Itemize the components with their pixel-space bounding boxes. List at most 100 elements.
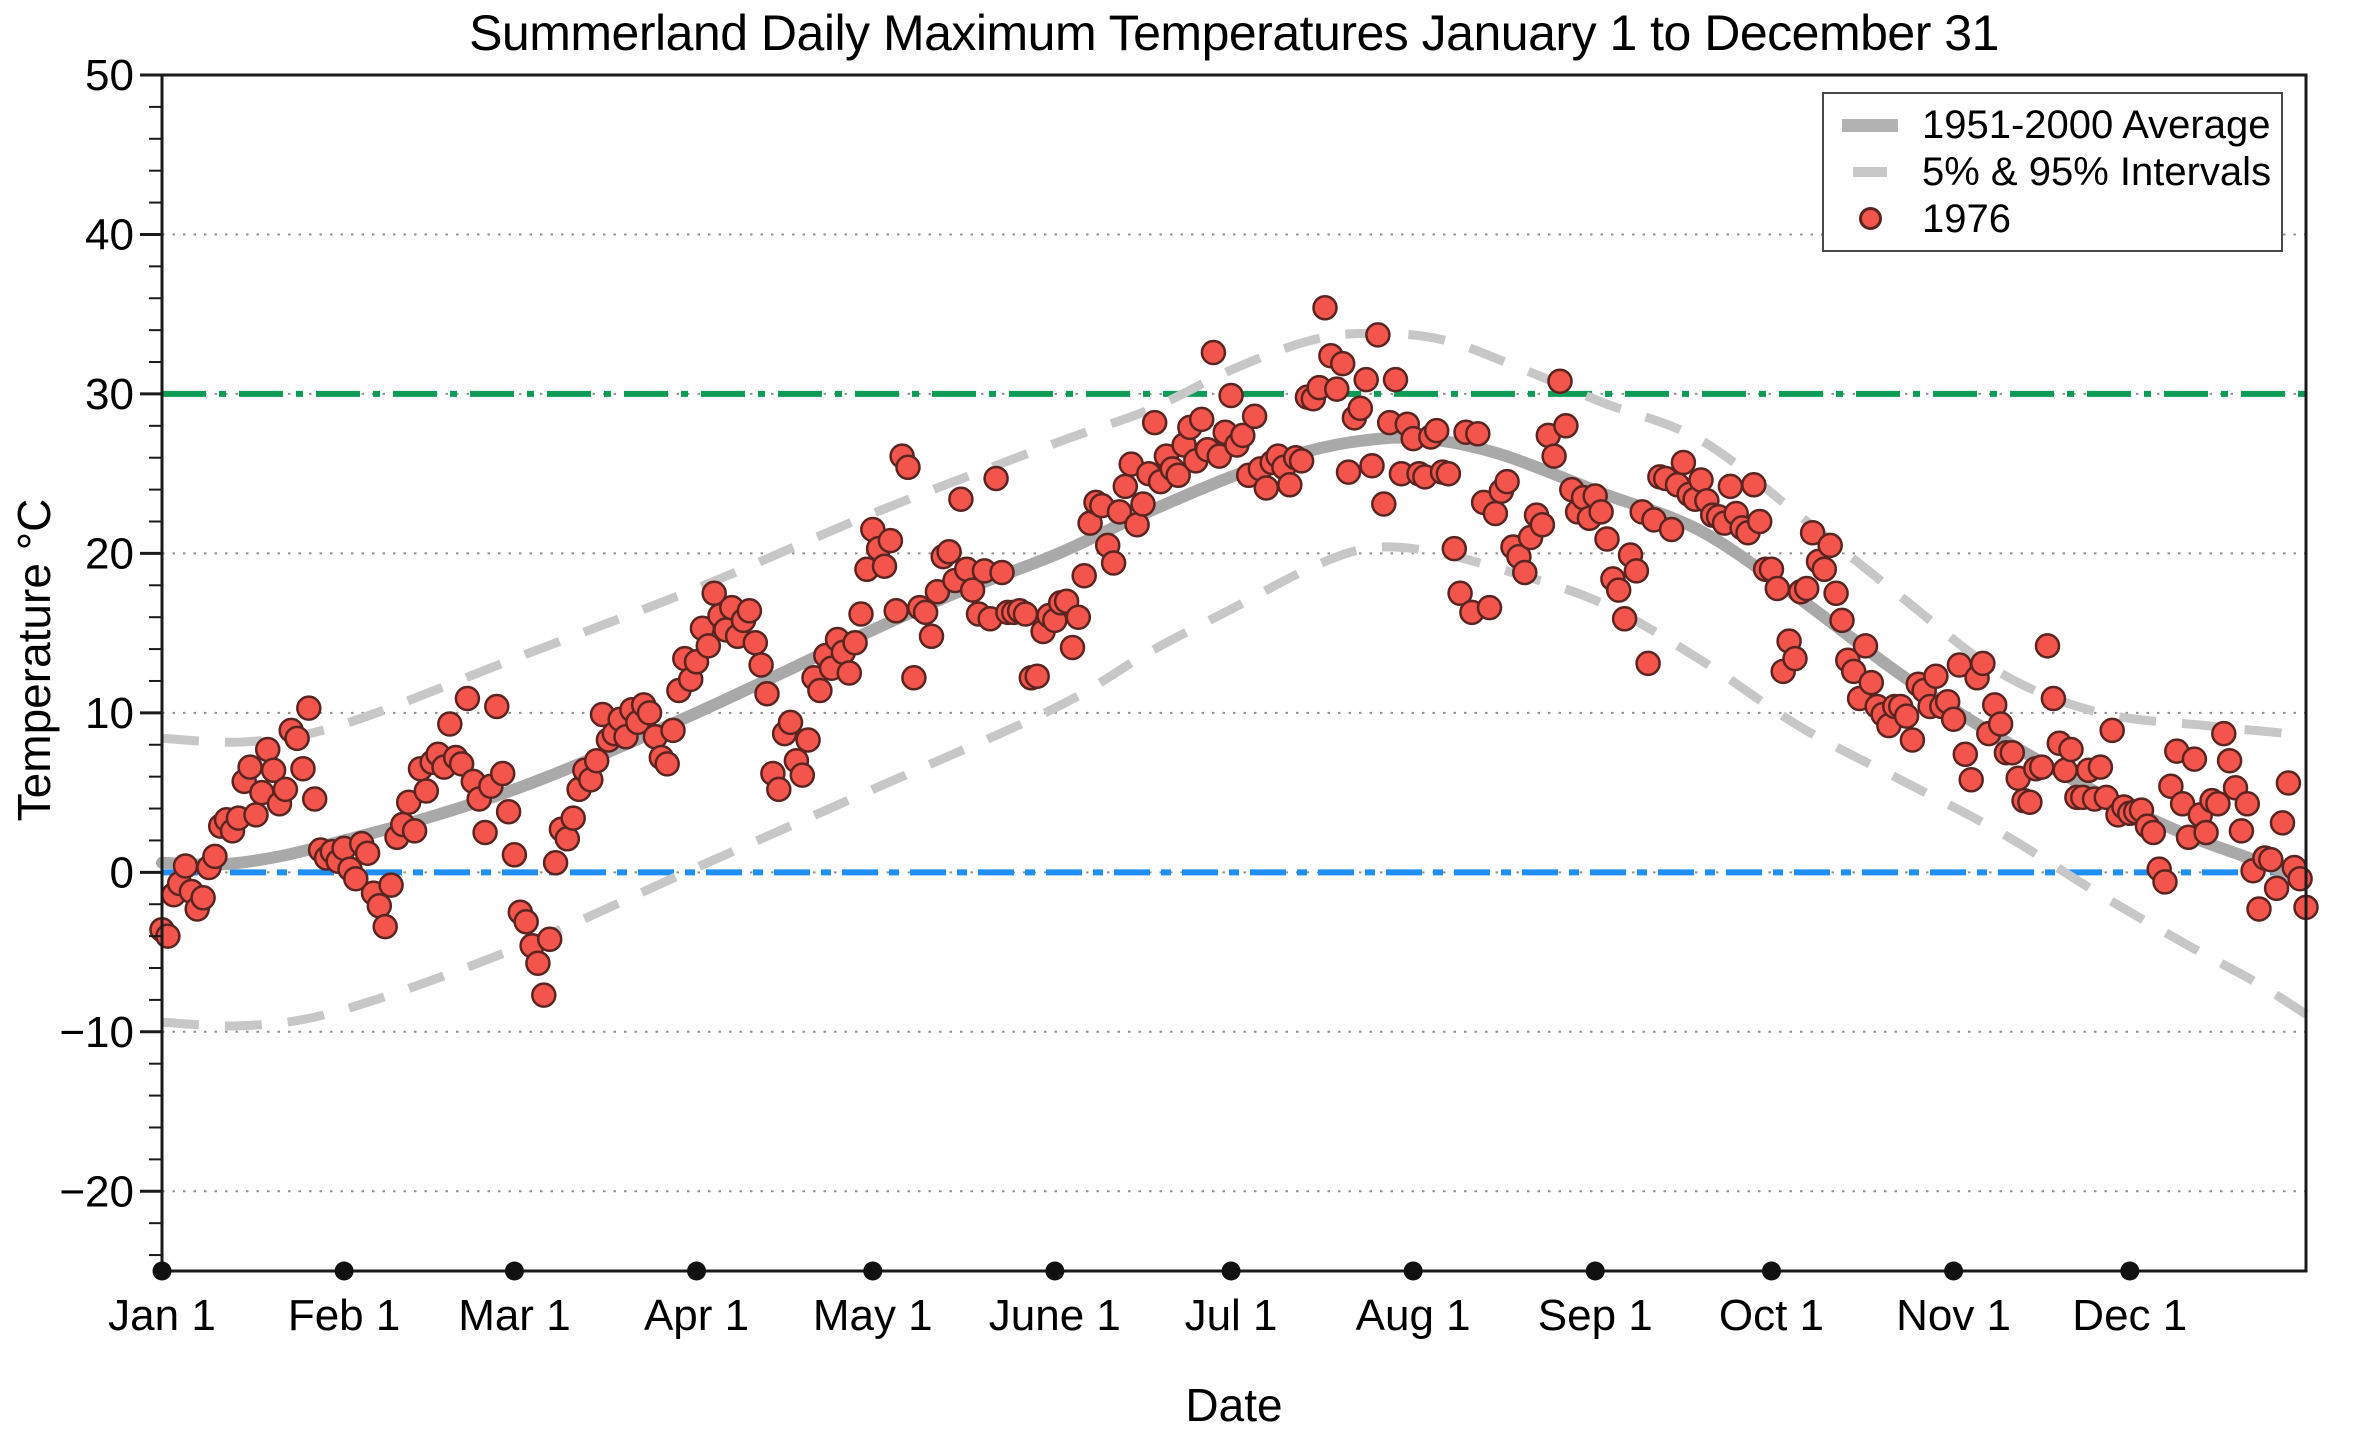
data-point bbox=[1112, 473, 1139, 500]
data-point bbox=[1970, 650, 1996, 677]
month-label: Aug 1 bbox=[1356, 1291, 1471, 1340]
data-point bbox=[1024, 663, 1050, 689]
month-dot bbox=[334, 1261, 354, 1281]
data-point bbox=[1858, 669, 1885, 696]
y-tick-label: 10 bbox=[85, 689, 134, 738]
data-point bbox=[1840, 658, 1867, 685]
data-point bbox=[531, 982, 557, 1008]
data-point bbox=[1100, 550, 1127, 576]
data-point bbox=[983, 465, 1009, 492]
data-point bbox=[1324, 376, 1350, 402]
month-dot bbox=[1403, 1261, 1423, 1281]
data-point bbox=[1476, 594, 1503, 621]
data-point bbox=[172, 853, 199, 879]
data-point bbox=[1059, 634, 1086, 661]
legend-label: 1976 bbox=[1922, 196, 2011, 241]
data-point bbox=[1188, 406, 1215, 433]
data-point bbox=[948, 486, 974, 512]
data-point bbox=[871, 553, 898, 579]
y-axis-title: Temperature °C bbox=[8, 498, 60, 822]
data-point bbox=[1423, 417, 1450, 444]
data-point bbox=[190, 885, 216, 911]
data-point bbox=[366, 893, 393, 919]
legend-box: 1951-2000 Average 5% & 95% Intervals 197… bbox=[1822, 92, 2283, 252]
data-point bbox=[1071, 562, 1097, 589]
data-point bbox=[2211, 720, 2237, 747]
upper-95pct-interval-line bbox=[161, 328, 2307, 747]
data-point bbox=[1529, 511, 1556, 538]
x-axis-title: Date bbox=[1185, 1379, 1283, 1431]
data-point bbox=[301, 786, 328, 812]
y-tick-label: 0 bbox=[110, 848, 134, 897]
data-point bbox=[1218, 382, 1244, 409]
data-point bbox=[1065, 604, 1092, 630]
data-point bbox=[2052, 757, 2078, 784]
data-point bbox=[1200, 339, 1227, 366]
data-point bbox=[484, 693, 510, 720]
data-point bbox=[1512, 559, 1538, 586]
month-label: June 1 bbox=[989, 1291, 1121, 1340]
data-point bbox=[1999, 739, 2026, 766]
data-point bbox=[1353, 366, 1379, 393]
data-point bbox=[1553, 413, 1579, 439]
data-point bbox=[1441, 535, 1468, 562]
data-point bbox=[766, 776, 792, 803]
lower-5pct-interval-line bbox=[161, 542, 2309, 1031]
data-point bbox=[2205, 791, 2231, 817]
data-point bbox=[2263, 875, 2290, 902]
data-point bbox=[272, 776, 299, 803]
data-point bbox=[924, 578, 951, 605]
data-point bbox=[789, 762, 816, 788]
data-point bbox=[1277, 472, 1303, 498]
data-point bbox=[807, 677, 833, 704]
data-point bbox=[1611, 606, 1638, 632]
data-point bbox=[1382, 366, 1409, 393]
y-tick-label: −10 bbox=[59, 1008, 134, 1057]
data-point bbox=[654, 751, 680, 777]
data-point bbox=[989, 559, 1015, 586]
data-point bbox=[1371, 491, 1397, 517]
data-point bbox=[777, 709, 804, 736]
data-point bbox=[401, 818, 428, 844]
month-label: Jul 1 bbox=[1185, 1291, 1278, 1340]
data-point bbox=[237, 754, 263, 780]
data-point bbox=[1359, 452, 1385, 479]
data-point bbox=[284, 725, 310, 752]
data-point bbox=[1329, 350, 1356, 377]
data-point bbox=[1958, 767, 1984, 793]
month-label: Jan 1 bbox=[108, 1291, 216, 1340]
data-point bbox=[2216, 747, 2243, 774]
data-point bbox=[448, 751, 475, 777]
data-point bbox=[2034, 633, 2061, 659]
data-point bbox=[1746, 508, 1773, 535]
chart-title: Summerland Daily Maximum Temperatures Ja… bbox=[469, 5, 1999, 61]
legend-entry-intervals: 5% & 95% Intervals bbox=[1838, 150, 2275, 194]
data-point bbox=[795, 727, 821, 753]
data-point bbox=[1288, 448, 1315, 474]
month-dot bbox=[1221, 1261, 1241, 1281]
data-point bbox=[525, 950, 551, 976]
data-point bbox=[1347, 395, 1374, 422]
data-point bbox=[1141, 409, 1168, 436]
data-point bbox=[583, 747, 610, 774]
data-point bbox=[413, 778, 440, 804]
data-point bbox=[2246, 896, 2272, 922]
data-point bbox=[372, 913, 398, 940]
month-label: Oct 1 bbox=[1719, 1291, 1824, 1340]
data-point bbox=[354, 840, 381, 866]
data-point bbox=[290, 755, 316, 782]
scatter-point-swatch bbox=[1838, 207, 1902, 231]
data-point bbox=[1012, 601, 1039, 627]
data-point bbox=[202, 843, 228, 870]
month-label: Apr 1 bbox=[644, 1291, 749, 1340]
data-point bbox=[1893, 703, 1920, 729]
data-point bbox=[1793, 575, 1820, 602]
data-point bbox=[1241, 403, 1268, 430]
data-point bbox=[1623, 558, 1650, 584]
data-point bbox=[1670, 449, 1697, 476]
data-point bbox=[1811, 556, 1838, 583]
data-point bbox=[1741, 472, 1767, 498]
data-point bbox=[437, 711, 463, 737]
data-point bbox=[2017, 789, 2043, 815]
month-dot bbox=[1944, 1261, 1964, 1281]
